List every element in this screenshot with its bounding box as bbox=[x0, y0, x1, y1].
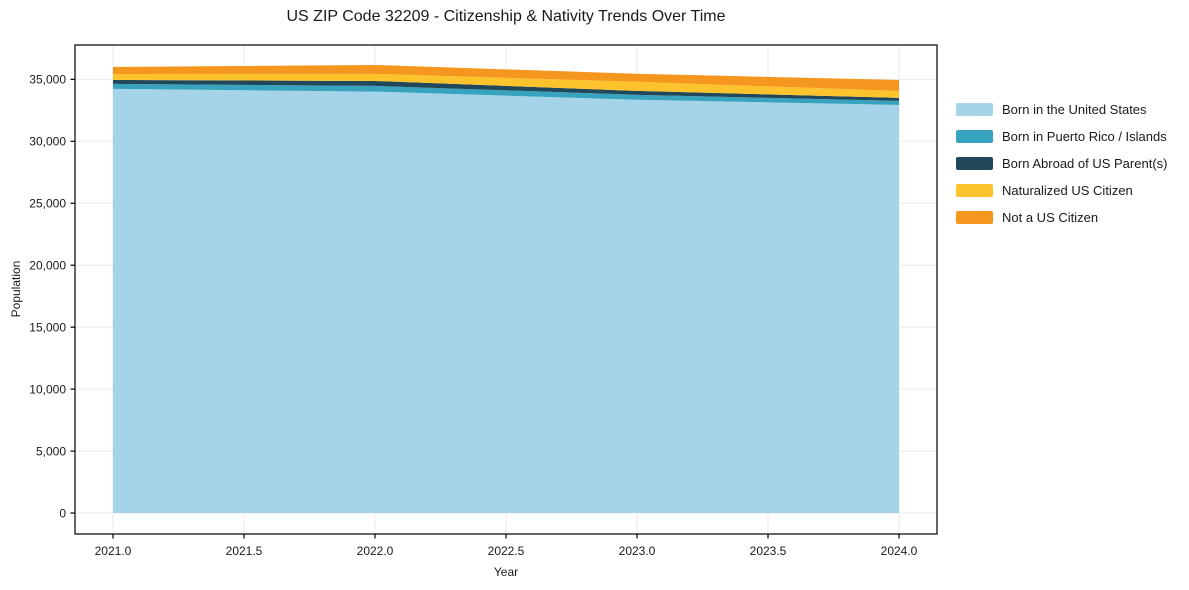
legend-label: Born Abroad of US Parent(s) bbox=[1002, 156, 1168, 171]
legend: Born in the United States Born in Puerto … bbox=[956, 103, 1167, 238]
y-tick-label: 30,000 bbox=[29, 134, 66, 148]
legend-swatch-icon bbox=[956, 130, 993, 143]
y-tick-label: 0 bbox=[59, 506, 66, 520]
area-series-1 bbox=[112, 83, 900, 105]
legend-swatch-icon bbox=[956, 211, 993, 224]
x-tick-label: 2024.0 bbox=[881, 544, 918, 558]
chart-title: US ZIP Code 32209 - Citizenship & Nativi… bbox=[286, 8, 726, 25]
x-tick-label: 2022.0 bbox=[357, 544, 394, 558]
x-tick-label: 2022.5 bbox=[488, 544, 525, 558]
area-series-3 bbox=[112, 73, 900, 98]
x-tick-label: 2021.0 bbox=[95, 544, 132, 558]
y-tick-label: 15,000 bbox=[29, 320, 66, 334]
x-tick-label: 2023.5 bbox=[750, 544, 787, 558]
y-tick-label: 25,000 bbox=[29, 196, 66, 210]
legend-swatch-icon bbox=[956, 184, 993, 197]
area-series-2 bbox=[112, 79, 900, 101]
legend-label: Born in Puerto Rico / Islands bbox=[1002, 129, 1167, 144]
x-tick-label: 2023.0 bbox=[619, 544, 656, 558]
area-series-4 bbox=[112, 64, 900, 91]
y-tick-label: 10,000 bbox=[29, 382, 66, 396]
legend-swatch-icon bbox=[956, 157, 993, 170]
legend-label: Naturalized US Citizen bbox=[1002, 183, 1133, 198]
legend-swatch-icon bbox=[956, 103, 993, 116]
y-tick-label: 35,000 bbox=[29, 73, 66, 87]
x-axis-label: Year bbox=[493, 565, 519, 579]
legend-item-0: Born in the United States bbox=[956, 103, 1167, 116]
x-tick-label: 2021.5 bbox=[226, 544, 263, 558]
legend-item-2: Born Abroad of US Parent(s) bbox=[956, 157, 1167, 170]
legend-item-4: Not a US Citizen bbox=[956, 211, 1167, 224]
legend-label: Not a US Citizen bbox=[1002, 210, 1099, 225]
legend-label: Born in the United States bbox=[1002, 102, 1147, 117]
y-axis-label: Population bbox=[9, 260, 23, 318]
legend-item-3: Naturalized US Citizen bbox=[956, 184, 1167, 197]
y-tick-label: 5,000 bbox=[36, 444, 66, 458]
area-series-0 bbox=[112, 88, 900, 514]
legend-item-1: Born in Puerto Rico / Islands bbox=[956, 130, 1167, 143]
y-tick-label: 20,000 bbox=[29, 258, 66, 272]
